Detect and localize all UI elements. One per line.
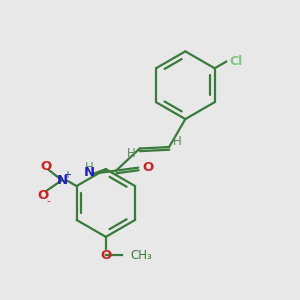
Text: O: O	[37, 189, 48, 202]
Text: O: O	[100, 249, 112, 262]
Text: N: N	[56, 174, 68, 187]
Text: H: H	[173, 135, 182, 148]
Text: Cl: Cl	[229, 55, 242, 68]
Text: N: N	[84, 167, 95, 179]
Text: CH₃: CH₃	[130, 249, 152, 262]
Text: O: O	[142, 161, 153, 174]
Text: H: H	[84, 160, 93, 174]
Text: O: O	[40, 160, 51, 173]
Text: H: H	[127, 147, 136, 160]
Text: +: +	[63, 170, 70, 181]
Text: -: -	[46, 196, 51, 206]
